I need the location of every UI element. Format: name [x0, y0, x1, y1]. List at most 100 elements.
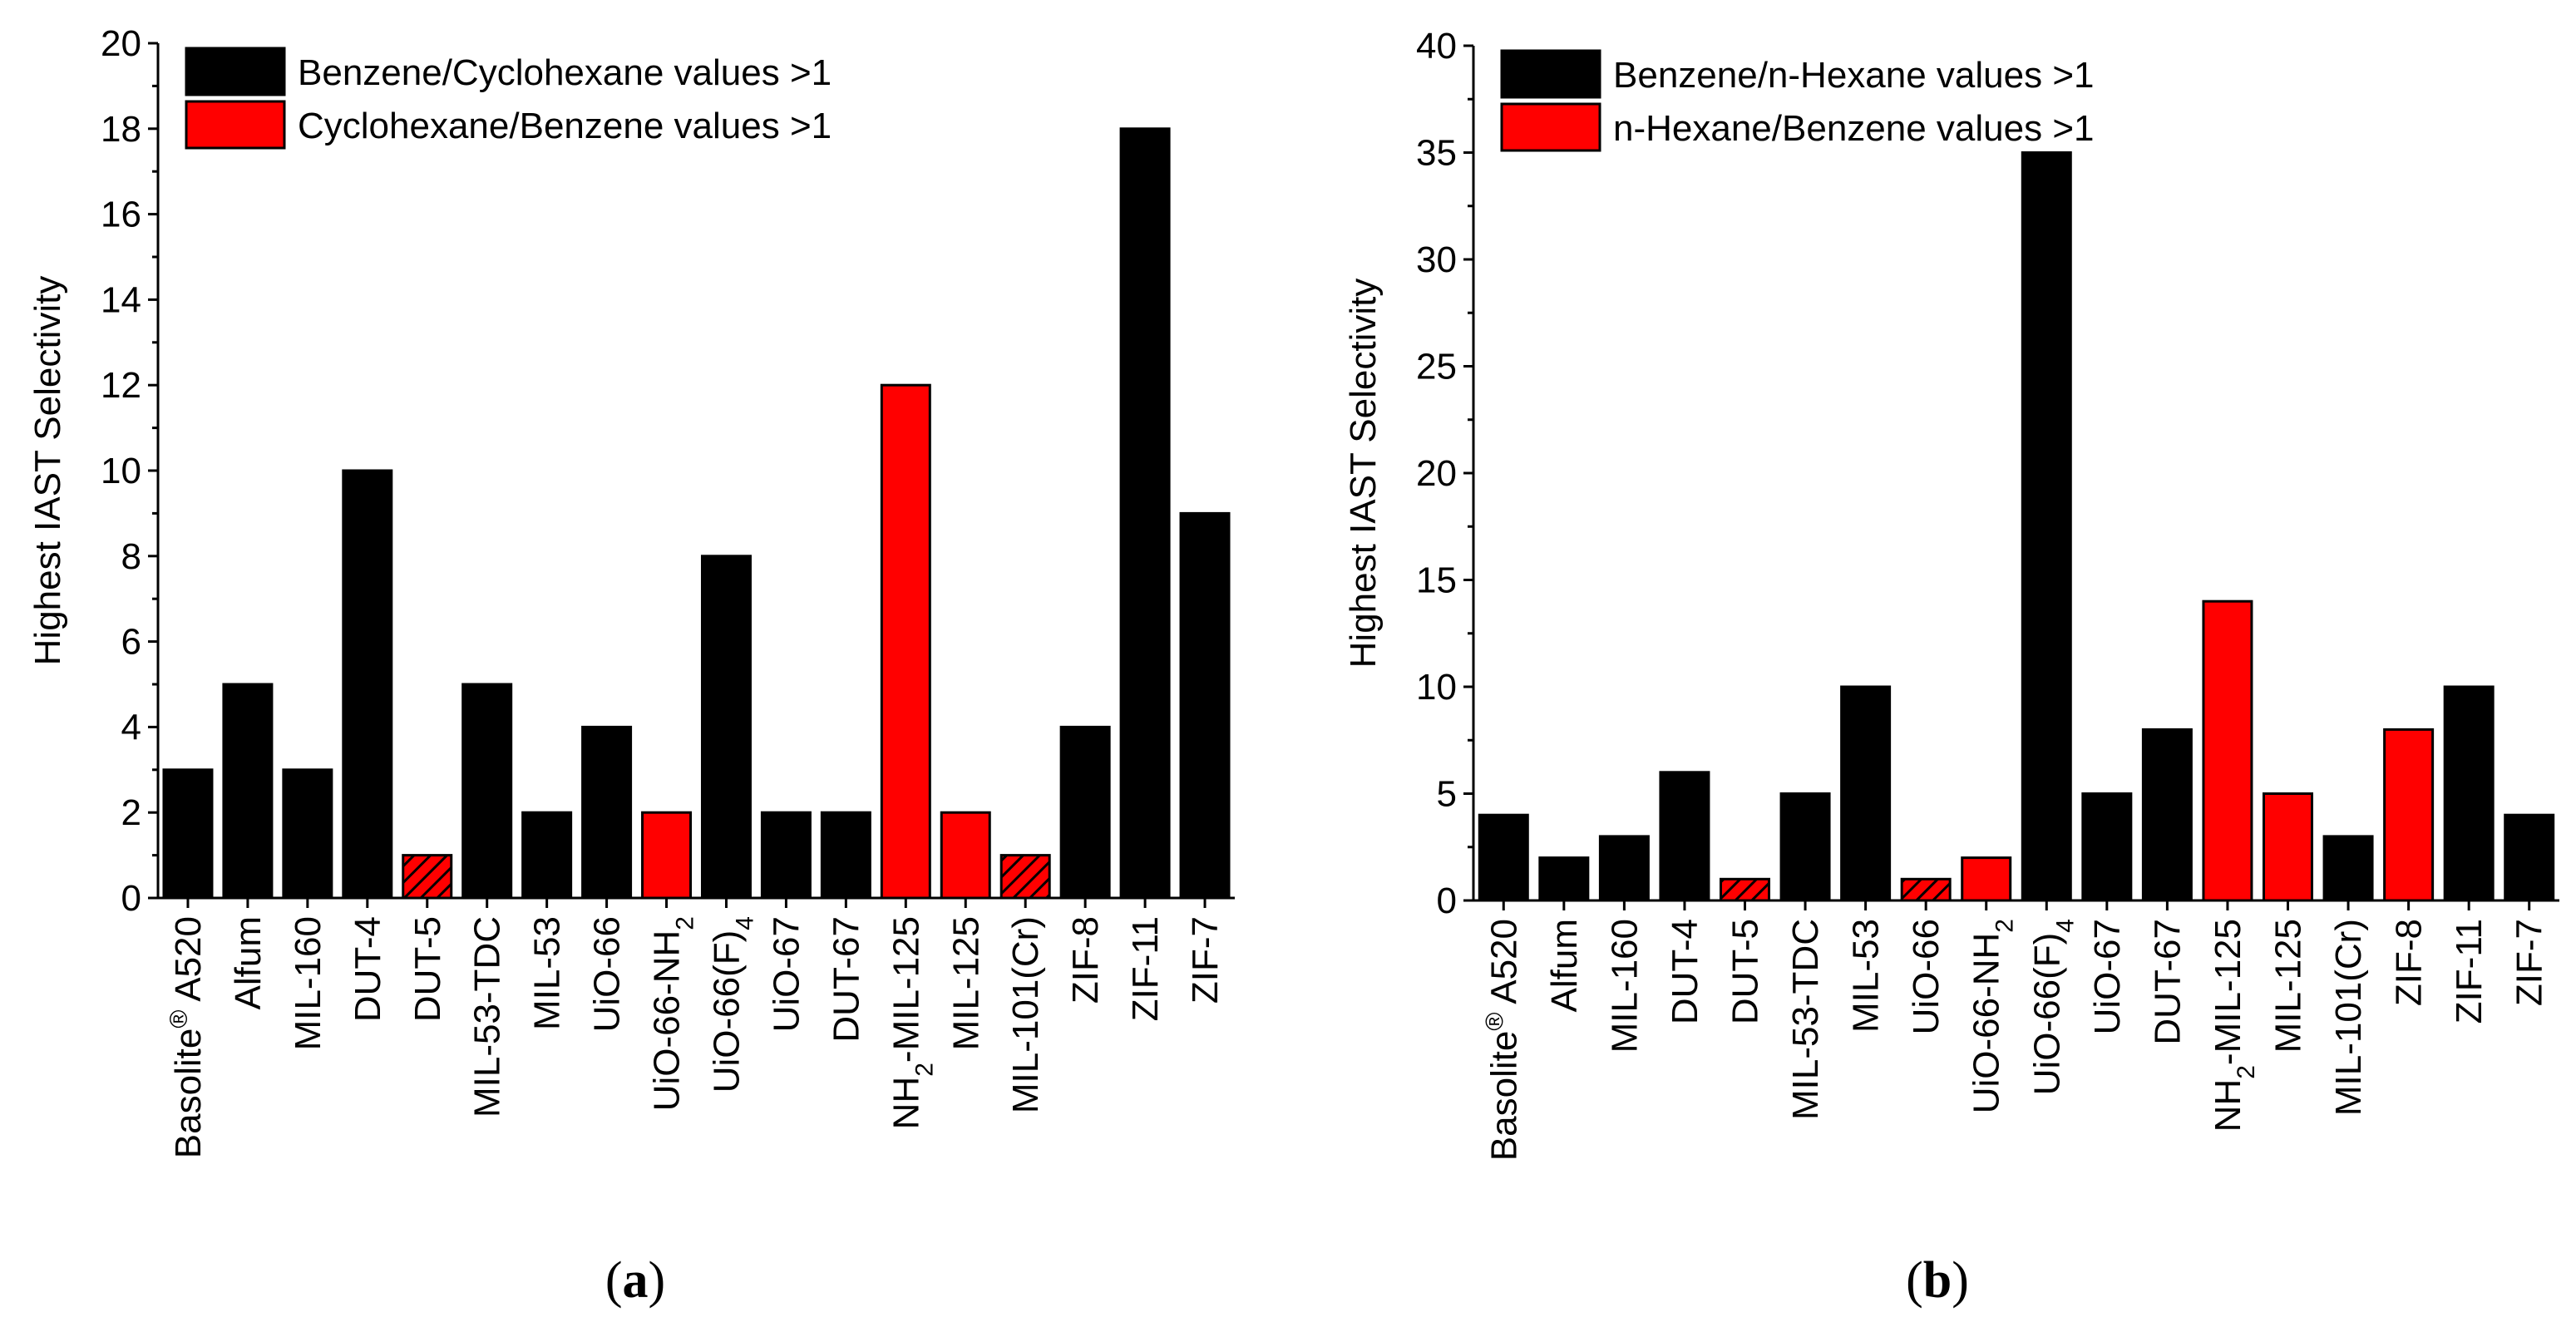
x-tick-label: DUT-67 — [826, 916, 866, 1043]
bar — [2021, 151, 2072, 902]
y-tick-label: 10 — [101, 451, 141, 491]
y-tick-label: 6 — [121, 622, 141, 663]
bar — [700, 555, 752, 900]
y-tick-label: 35 — [1416, 133, 1457, 174]
bar — [461, 683, 513, 900]
bar — [760, 811, 812, 900]
bar — [2383, 728, 2435, 902]
bar — [1538, 856, 1590, 902]
bar — [940, 811, 991, 900]
bar — [2081, 792, 2133, 902]
x-tick-label: MIL-160 — [288, 916, 328, 1050]
x-tick-label: UiO-66(F)4 — [2026, 919, 2079, 1095]
x-tick-label: UiO-67 — [2087, 919, 2128, 1034]
bar — [2443, 685, 2495, 902]
y-tick-label: 14 — [101, 279, 141, 320]
x-tick-label: MIL-53 — [1846, 919, 1887, 1033]
y-tick-label: 25 — [1416, 347, 1457, 387]
bar — [2504, 813, 2555, 902]
x-tick-label: UiO-66-NH2 — [647, 916, 699, 1111]
x-tick-label: MIL-53-TDC — [1785, 919, 1826, 1120]
bar — [641, 811, 693, 900]
x-tick-label: MIL-101(Cr) — [1005, 916, 1046, 1113]
x-tick-label: ZIF-7 — [1185, 916, 1226, 1004]
bars — [1478, 151, 2555, 902]
y-axis-title: Highest IAST Selectivity — [27, 276, 68, 666]
bar — [1779, 792, 1831, 902]
x-tick-label: MIL-125 — [2268, 919, 2309, 1053]
x-tick-label: DUT-67 — [2147, 919, 2188, 1045]
bar — [1059, 725, 1111, 900]
bar — [1179, 511, 1231, 900]
x-tick-label: MIL-125 — [945, 916, 986, 1050]
x-tick-label: UiO-66 — [587, 916, 628, 1032]
y-axis-title: Highest IAST Selectivity — [1343, 279, 1384, 668]
y-tick-label: 20 — [101, 23, 141, 64]
x-tick-label: ZIF-7 — [2509, 919, 2550, 1006]
x-tick-label: DUT-5 — [407, 916, 448, 1022]
x-tick-label: Basolite® A520 — [165, 916, 209, 1158]
y-tick-label: 0 — [1437, 881, 1457, 921]
x-tick-label: Alfum — [228, 916, 269, 1009]
x-tick-label: NH2-MIL-125 — [2208, 919, 2260, 1132]
bar — [1720, 877, 1770, 902]
x-tick-label: MIL-101(Cr) — [2328, 919, 2369, 1116]
y-tick-label: 30 — [1416, 239, 1457, 280]
legend-label: n-Hexane/Benzene values >1 — [1613, 108, 2095, 149]
bar — [581, 725, 633, 900]
x-tick-label: DUT-5 — [1725, 919, 1766, 1024]
x-tick-label: DUT-4 — [348, 916, 388, 1022]
bar — [1598, 835, 1650, 902]
x-tick-label: ZIF-8 — [1065, 916, 1106, 1004]
y-tick-label: 20 — [1416, 453, 1457, 494]
y-tick-label: 18 — [101, 109, 141, 150]
bar — [222, 683, 274, 900]
y-tick-label: 12 — [101, 365, 141, 406]
bar — [820, 811, 871, 900]
bar — [999, 854, 1051, 900]
legend-swatch — [185, 100, 286, 150]
bar — [1478, 813, 1529, 902]
bar — [1840, 685, 1892, 902]
bar — [1961, 856, 2012, 902]
bar — [2141, 728, 2193, 902]
bar — [162, 768, 214, 900]
bar — [402, 854, 453, 900]
bar — [1900, 877, 1952, 902]
bar — [880, 383, 931, 900]
x-tick-label: ZIF-8 — [2389, 919, 2430, 1006]
x-tick-label: UiO-67 — [766, 916, 807, 1032]
bar — [2263, 792, 2313, 902]
y-tick-label: 10 — [1416, 667, 1457, 708]
x-tick-label: MIL-53-TDC — [467, 916, 508, 1117]
bar — [2322, 835, 2374, 902]
y-tick-label: 0 — [121, 878, 141, 919]
x-tick-label: UiO-66(F)4 — [706, 916, 758, 1093]
chart-panel-a: 0 2 4 6 8 10 12 14 16 18 20 Basolite® A520 Alfum MIL-… — [27, 23, 1235, 1309]
bar — [1659, 771, 1710, 902]
x-tick-label: UiO-66-NH2 — [1967, 919, 2019, 1113]
bar — [342, 469, 393, 900]
y-tick-label: 8 — [121, 536, 141, 577]
y-tick-label: 2 — [121, 792, 141, 833]
x-tick-label: DUT-4 — [1665, 919, 1705, 1024]
x-tick-label: ZIF-11 — [1125, 916, 1166, 1021]
x-tick-label: NH2-MIL-125 — [886, 916, 938, 1129]
bar — [1119, 127, 1171, 900]
y-tick-label: 40 — [1416, 26, 1457, 67]
y-tick-label: 4 — [121, 707, 141, 747]
y-tick-label: 15 — [1416, 560, 1457, 601]
y-tick-label: 5 — [1437, 774, 1457, 815]
chart-panel-b: 0 5 10 15 20 25 30 35 40 Basolite® A520 Alfum MIL-1… — [1343, 26, 2559, 1309]
bars — [162, 127, 1231, 900]
x-tick-label: Basolite® A520 — [1481, 919, 1525, 1161]
x-tick-label: UiO-66 — [1906, 919, 1947, 1034]
x-tick-label: MIL-160 — [1604, 919, 1645, 1053]
y-tick-label: 16 — [101, 195, 141, 235]
legend: Benzene/n-Hexane values >1 n-Hexane/Benze… — [1500, 49, 2095, 152]
legend-swatch — [1500, 49, 1601, 99]
legend: Benzene/Cyclohexane values >1 Cyclohexane… — [185, 47, 832, 150]
panel-label: (a) — [605, 1252, 665, 1309]
legend-swatch — [1500, 102, 1601, 152]
